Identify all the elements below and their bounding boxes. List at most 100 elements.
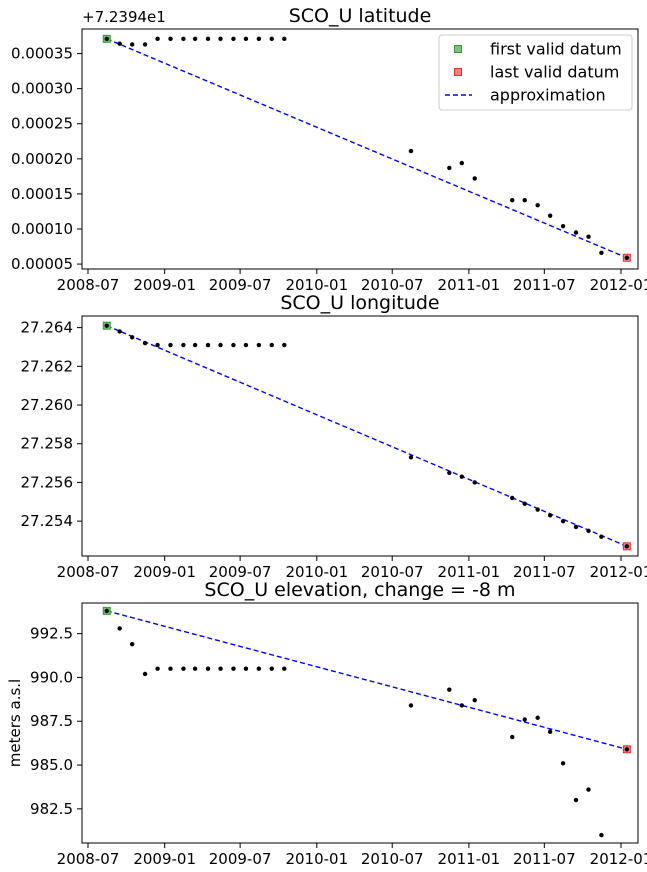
- data-point: [218, 36, 223, 42]
- y-tick-label: 27.256: [21, 473, 74, 491]
- data-point: [142, 340, 148, 346]
- x-tick-label: 2009-01: [133, 563, 196, 581]
- data-point: [168, 666, 173, 671]
- y-tick-label: 27.254: [21, 512, 74, 530]
- data-point: [104, 608, 109, 614]
- y-tick-label: 992.5: [30, 625, 73, 643]
- data-point: [599, 832, 604, 838]
- data-point: [408, 703, 414, 708]
- data-point: [218, 342, 223, 348]
- x-tick-label: 2011-01: [438, 276, 501, 294]
- y-tick-label: 0.00020: [11, 150, 73, 168]
- y-tick-label: 27.264: [21, 319, 74, 337]
- data-point: [560, 761, 566, 766]
- chart-title: SCO_U latitude: [289, 5, 432, 27]
- data-point: [624, 544, 630, 549]
- data-point: [231, 666, 236, 671]
- x-tick-label: 2011-01: [438, 850, 501, 868]
- data-point: [129, 42, 135, 47]
- data-point: [459, 160, 465, 166]
- data-point: [447, 687, 452, 692]
- data-point: [231, 36, 236, 42]
- y-tick-label: 985.0: [30, 756, 73, 774]
- x-tick-label: 2010-07: [361, 563, 424, 581]
- data-point: [624, 255, 630, 260]
- data-point: [586, 528, 591, 534]
- data-point: [547, 213, 553, 218]
- y-tick-label: 0.00025: [11, 115, 73, 133]
- legend-swatch-first: [454, 45, 462, 53]
- legend-label: last valid datum: [490, 63, 619, 82]
- x-tick-label: 2011-01: [438, 563, 501, 581]
- x-tick-label: 2009-07: [209, 276, 272, 294]
- data-point: [192, 36, 198, 42]
- x-tick-label: 2011-07: [513, 850, 576, 868]
- data-point: [181, 36, 186, 42]
- data-point: [522, 717, 527, 722]
- chart-title: SCO_U longitude: [280, 292, 439, 314]
- data-point: [256, 36, 262, 42]
- x-tick-label: 2008-07: [57, 276, 120, 294]
- axis-offset-label: +7.2394e1: [82, 8, 166, 26]
- y-tick-label: 0.00030: [11, 80, 73, 98]
- data-point: [192, 342, 198, 348]
- data-point: [104, 36, 109, 42]
- data-point: [155, 666, 160, 671]
- data-point: [447, 165, 452, 171]
- data-point: [168, 36, 173, 42]
- approximation-line: [106, 610, 628, 750]
- x-tick-label: 2010-01: [285, 276, 348, 294]
- data-point: [117, 626, 122, 631]
- legend-label: approximation: [490, 86, 606, 105]
- data-point: [168, 342, 173, 348]
- legend-box: [438, 34, 633, 111]
- data-point: [599, 250, 604, 256]
- data-point: [447, 470, 452, 475]
- x-tick-label: 2010-01: [285, 850, 348, 868]
- data-point: [535, 507, 540, 512]
- data-point: [560, 518, 566, 524]
- y-tick-label: 0.00005: [11, 255, 73, 273]
- data-point: [129, 641, 135, 647]
- x-tick-label: 2012-01: [590, 850, 647, 868]
- y-tick-label: 0.00035: [11, 45, 73, 63]
- x-tick-label: 2010-01: [285, 563, 348, 581]
- x-tick-label: 2009-01: [133, 850, 196, 868]
- data-point: [573, 797, 579, 803]
- x-tick-label: 2011-07: [513, 276, 576, 294]
- data-point: [472, 480, 477, 485]
- data-point: [472, 176, 477, 181]
- x-tick-label: 2012-01: [590, 563, 647, 581]
- data-point: [117, 41, 122, 46]
- plot-frame: [81, 315, 639, 557]
- data-point: [586, 787, 591, 792]
- data-point: [256, 342, 262, 348]
- data-point: [510, 198, 515, 203]
- data-point: [599, 534, 604, 539]
- data-point: [218, 666, 223, 671]
- y-tick-label: 0.00015: [11, 185, 73, 203]
- data-point: [243, 666, 249, 671]
- data-point: [573, 230, 579, 235]
- data-point: [510, 495, 515, 501]
- data-point: [205, 666, 211, 671]
- data-point: [231, 342, 236, 348]
- data-point: [155, 342, 160, 348]
- x-tick-label: 2010-07: [361, 276, 424, 294]
- y-tick-label: 982.5: [30, 800, 73, 818]
- data-point: [408, 148, 414, 154]
- data-point: [282, 36, 287, 42]
- legend-swatch-last: [454, 68, 462, 76]
- data-point: [535, 715, 540, 720]
- plot-frame: [81, 28, 639, 270]
- data-point: [192, 666, 198, 671]
- chart-panel-1: SCO_U latitude +7.2394e1 2008-07 2009-01 200…: [11, 5, 647, 294]
- y-tick-label: 27.262: [21, 357, 74, 375]
- data-point: [624, 747, 630, 752]
- legend: first valid datum last valid datum approxi…: [438, 34, 633, 111]
- data-point: [129, 335, 135, 340]
- data-point: [142, 671, 148, 677]
- data-point: [269, 36, 274, 42]
- data-point: [547, 729, 553, 734]
